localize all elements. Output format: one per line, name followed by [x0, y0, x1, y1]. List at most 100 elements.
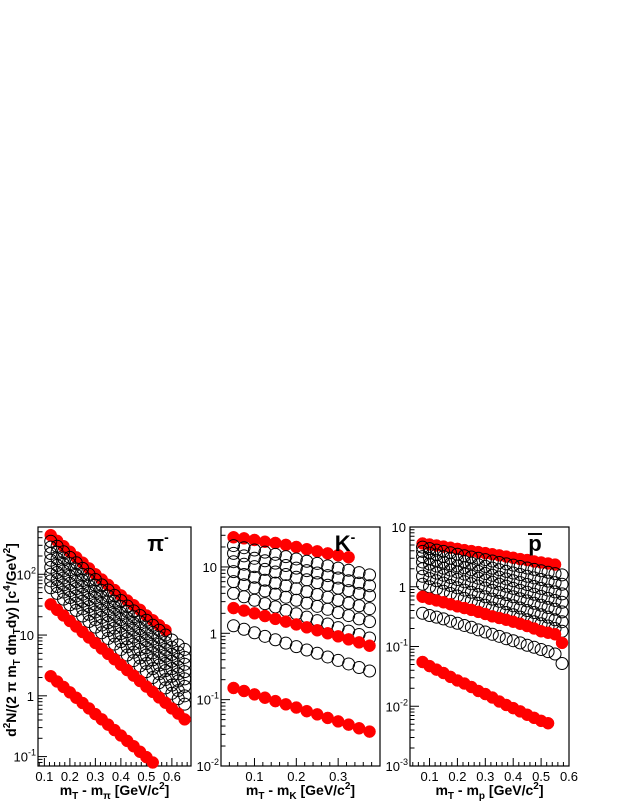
open-data-point — [331, 561, 345, 575]
y-tick-base: 10 — [17, 567, 31, 582]
filled-data-point — [269, 612, 282, 626]
open-data-point — [416, 606, 430, 620]
y-axis-title: d2N/(2 π mT dmTdy) [c4/GeV2] — [2, 543, 23, 737]
open-data-point — [548, 576, 562, 590]
open-data-point — [416, 562, 430, 576]
filled-data-point — [290, 540, 303, 554]
x-axis-title-part: 2 — [345, 781, 351, 792]
x-axis-title-part: [GeV/c — [297, 782, 345, 798]
open-data-point — [171, 638, 185, 652]
x-axis-title-part: m — [435, 782, 447, 798]
x-axis-title-part: ] — [165, 782, 170, 798]
x-axis-title-part: π — [103, 791, 111, 802]
filled-data-point — [331, 715, 345, 728]
particle-label: π- — [147, 529, 169, 556]
open-data-point — [227, 539, 241, 553]
filled-data-point — [279, 615, 293, 628]
open-data-point — [478, 581, 492, 595]
filled-data-point — [300, 621, 314, 634]
x-axis-title-part: [GeV/c — [111, 782, 159, 798]
y-tick-exponent: -2 — [211, 757, 219, 767]
open-data-point — [352, 576, 366, 590]
filled-data-point — [342, 551, 355, 564]
open-data-point — [492, 594, 506, 608]
open-data-point — [178, 679, 192, 693]
filled-data-point — [290, 618, 303, 631]
x-tick-label: 0.1 — [35, 769, 53, 784]
y-tick-label: 102 — [17, 565, 36, 582]
open-data-point — [279, 559, 293, 573]
open-data-point — [541, 574, 555, 588]
filled-data-point — [258, 691, 272, 704]
filled-data-point — [300, 542, 314, 556]
y-tick-base: 10 — [197, 759, 211, 774]
x-tick-label: 0.2 — [287, 769, 305, 784]
open-data-point — [363, 602, 377, 616]
open-data-point — [527, 596, 541, 610]
open-data-point — [352, 599, 366, 613]
open-data-point — [416, 577, 430, 591]
open-data-point — [457, 561, 471, 575]
open-data-point — [534, 573, 548, 587]
open-data-point — [300, 554, 314, 568]
open-data-point — [527, 562, 541, 576]
open-data-point — [178, 672, 192, 686]
open-data-point — [258, 573, 272, 587]
y-tick-base: 1 — [27, 689, 34, 704]
open-data-point — [478, 559, 492, 573]
y-tick-exponent: -1 — [211, 691, 219, 701]
x-axis-title-part: m — [60, 782, 72, 798]
x-tick-label: 0.4 — [112, 769, 130, 784]
open-data-point — [247, 551, 261, 565]
filled-data-point — [248, 607, 261, 620]
filled-data-point — [269, 694, 282, 708]
x-tick-label: 0.3 — [329, 769, 347, 784]
filled-data-point — [227, 681, 240, 695]
open-data-point — [268, 556, 282, 570]
x-axis-title-part: T — [72, 791, 78, 802]
open-data-point — [247, 570, 261, 584]
open-data-point — [268, 547, 282, 561]
y-tick-label: 10-3 — [386, 757, 408, 774]
x-tick-label: 0.3 — [476, 769, 494, 784]
open-data-point — [258, 562, 272, 576]
y-tick-base: 1 — [399, 580, 406, 595]
y-tick-base: 10 — [14, 750, 28, 765]
x-axis-title-part: 2 — [159, 781, 165, 792]
y-tick-label: 10-1 — [197, 691, 219, 708]
open-data-point — [178, 697, 192, 711]
x-axis-title-part: - m — [78, 782, 103, 798]
x-axis-title: mT - mπ [GeV/c2] — [60, 781, 170, 802]
filled-data-point — [310, 545, 324, 558]
open-data-point — [321, 559, 335, 573]
x-axis-title-part: p — [479, 791, 485, 802]
open-data-point — [258, 584, 272, 598]
filled-data-point — [321, 627, 334, 640]
open-data-point — [450, 565, 464, 579]
particle-symbol: K — [335, 531, 351, 556]
y-tick-label: 1 — [399, 580, 406, 595]
filled-data-point — [290, 701, 303, 714]
x-axis-title-part: ] — [350, 782, 355, 798]
open-data-point — [227, 555, 241, 569]
open-data-point — [436, 612, 450, 626]
y-tick-base: 10 — [386, 640, 400, 655]
open-data-point — [363, 579, 377, 593]
open-data-point — [279, 567, 293, 581]
x-axis-title-part: T — [258, 791, 264, 802]
open-data-point — [520, 561, 534, 575]
y-tick-exponent: -2 — [400, 697, 408, 707]
y-tick-label: 10 — [203, 560, 217, 575]
open-data-point — [430, 559, 443, 573]
open-data-point — [237, 541, 251, 555]
open-data-point — [430, 553, 443, 567]
open-data-point — [227, 565, 241, 579]
filled-data-point — [363, 639, 376, 652]
open-data-point — [443, 563, 457, 577]
x-axis-title-part: m — [246, 782, 258, 798]
open-data-point — [555, 577, 569, 591]
open-data-point — [416, 544, 430, 558]
x-tick-label: 0.2 — [61, 769, 79, 784]
